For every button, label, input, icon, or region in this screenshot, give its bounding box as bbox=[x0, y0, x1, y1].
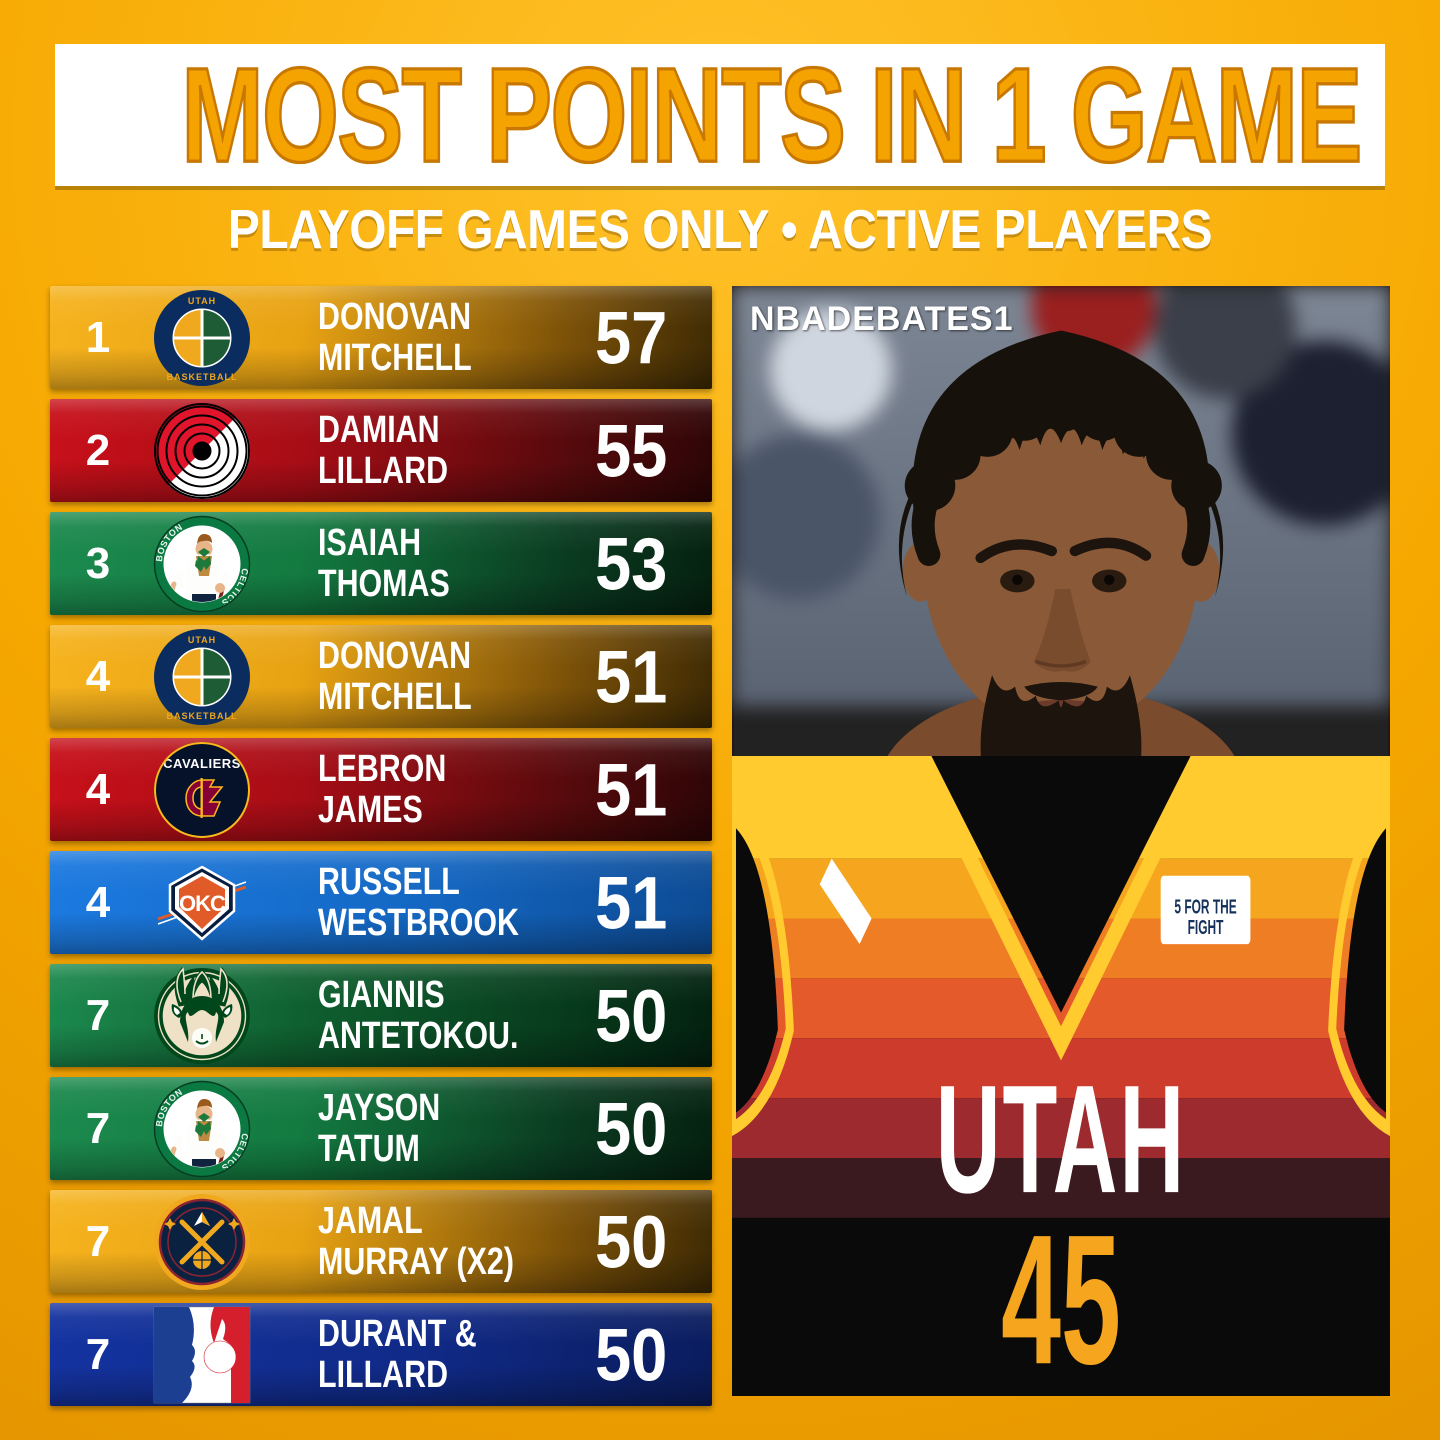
svg-text:UTAH: UTAH bbox=[188, 296, 216, 306]
svg-text:CAVALIERS: CAVALIERS bbox=[163, 756, 241, 771]
svg-text:45: 45 bbox=[1001, 1197, 1121, 1396]
svg-text:BASKETBALL: BASKETBALL bbox=[167, 711, 238, 721]
svg-text:BASKETBALL: BASKETBALL bbox=[167, 372, 238, 382]
svg-text:FIGHT: FIGHT bbox=[1188, 916, 1224, 939]
svg-text:UTAH: UTAH bbox=[188, 635, 216, 645]
svg-text:OKC: OKC bbox=[179, 891, 226, 916]
